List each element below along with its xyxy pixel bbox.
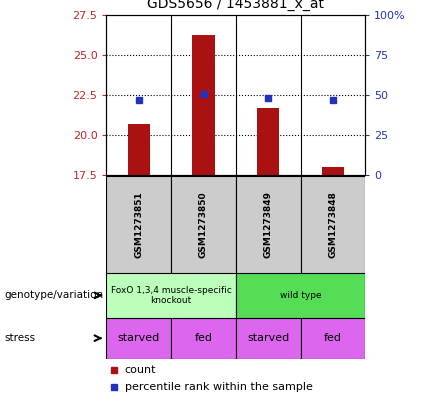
Bar [236,176,301,273]
Bar [106,176,171,273]
Text: fed: fed [194,333,213,343]
Text: genotype/variation: genotype/variation [4,290,103,300]
Bar [171,318,236,359]
Text: stress: stress [4,333,36,343]
Text: fed: fed [324,333,342,343]
Text: starved: starved [117,333,160,343]
Text: percentile rank within the sample: percentile rank within the sample [125,382,312,391]
Title: GDS5656 / 1453881_x_at: GDS5656 / 1453881_x_at [147,0,324,11]
Text: GSM1273848: GSM1273848 [328,191,337,258]
Text: starved: starved [247,333,290,343]
Bar [257,108,279,175]
Bar [301,176,365,273]
Bar [171,176,236,273]
Bar [301,318,365,359]
Bar [106,318,171,359]
Bar [322,167,344,175]
Text: GSM1273849: GSM1273849 [264,191,273,258]
Bar [236,318,301,359]
Text: GSM1273851: GSM1273851 [134,191,143,258]
Bar [192,35,215,175]
Text: wild type: wild type [280,291,321,300]
Text: FoxO 1,3,4 muscle-specific
knockout: FoxO 1,3,4 muscle-specific knockout [111,286,231,305]
Bar [236,273,365,318]
Text: count: count [125,365,156,375]
Bar [106,273,236,318]
Text: GSM1273850: GSM1273850 [199,191,208,258]
Bar [128,123,150,175]
